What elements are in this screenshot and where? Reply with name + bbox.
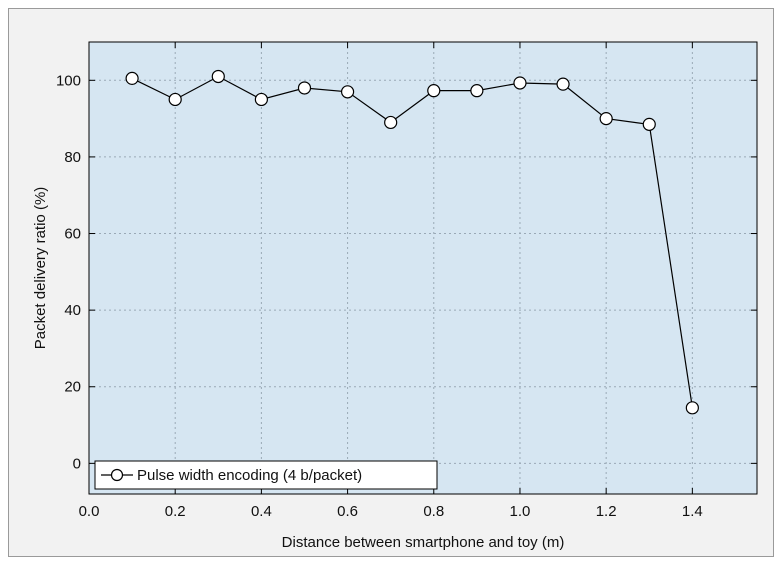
y-tick-label: 100 bbox=[56, 72, 81, 89]
y-tick-labels: 0 20 40 60 80 100 bbox=[56, 72, 81, 472]
y-axis-title: Packet delivery ratio (%) bbox=[32, 187, 49, 350]
data-point bbox=[211, 69, 225, 84]
legend: Pulse width encoding (4 b/packet) bbox=[94, 460, 438, 490]
x-tick-label: 1.2 bbox=[596, 503, 617, 520]
data-point bbox=[168, 92, 182, 107]
data-point bbox=[642, 117, 656, 131]
x-tick-label: 0.4 bbox=[251, 503, 272, 520]
plot-area bbox=[89, 42, 757, 494]
x-tick-label: 0.8 bbox=[423, 503, 444, 520]
x-tick-label: 1.0 bbox=[510, 503, 531, 520]
y-tick-label: 80 bbox=[64, 149, 81, 166]
data-point bbox=[125, 71, 139, 85]
data-point bbox=[513, 76, 527, 90]
series-markers bbox=[125, 69, 699, 415]
x-tick-label: 0.2 bbox=[165, 503, 186, 520]
y-tick-label: 20 bbox=[64, 379, 81, 396]
data-point bbox=[427, 84, 441, 98]
series-line bbox=[131, 75, 693, 408]
data-point bbox=[599, 112, 613, 126]
y-tick-label: 40 bbox=[64, 302, 81, 319]
legend-marker-sample bbox=[110, 468, 124, 482]
y-tick-label: 60 bbox=[64, 226, 81, 243]
x-tick-label: 1.4 bbox=[682, 503, 703, 520]
data-point bbox=[470, 84, 484, 98]
y-tick-label: 0 bbox=[73, 455, 81, 472]
data-point bbox=[340, 85, 355, 99]
data-point bbox=[254, 92, 268, 107]
legend-box bbox=[94, 460, 438, 490]
x-axis-title: Distance between smartphone and toy (m) bbox=[282, 534, 565, 551]
x-tick-label: 0.6 bbox=[337, 503, 358, 520]
data-point bbox=[556, 77, 570, 91]
x-tick-labels: 0.0 0.2 0.4 0.6 0.8 1.0 1.2 1.4 bbox=[79, 503, 703, 520]
legend-label: Pulse width encoding (4 b/packet) bbox=[137, 467, 362, 484]
plot-border bbox=[88, 41, 758, 495]
data-point bbox=[685, 401, 699, 415]
data-point bbox=[297, 81, 312, 95]
data-point bbox=[384, 115, 398, 130]
x-tick-label: 0.0 bbox=[79, 503, 100, 520]
